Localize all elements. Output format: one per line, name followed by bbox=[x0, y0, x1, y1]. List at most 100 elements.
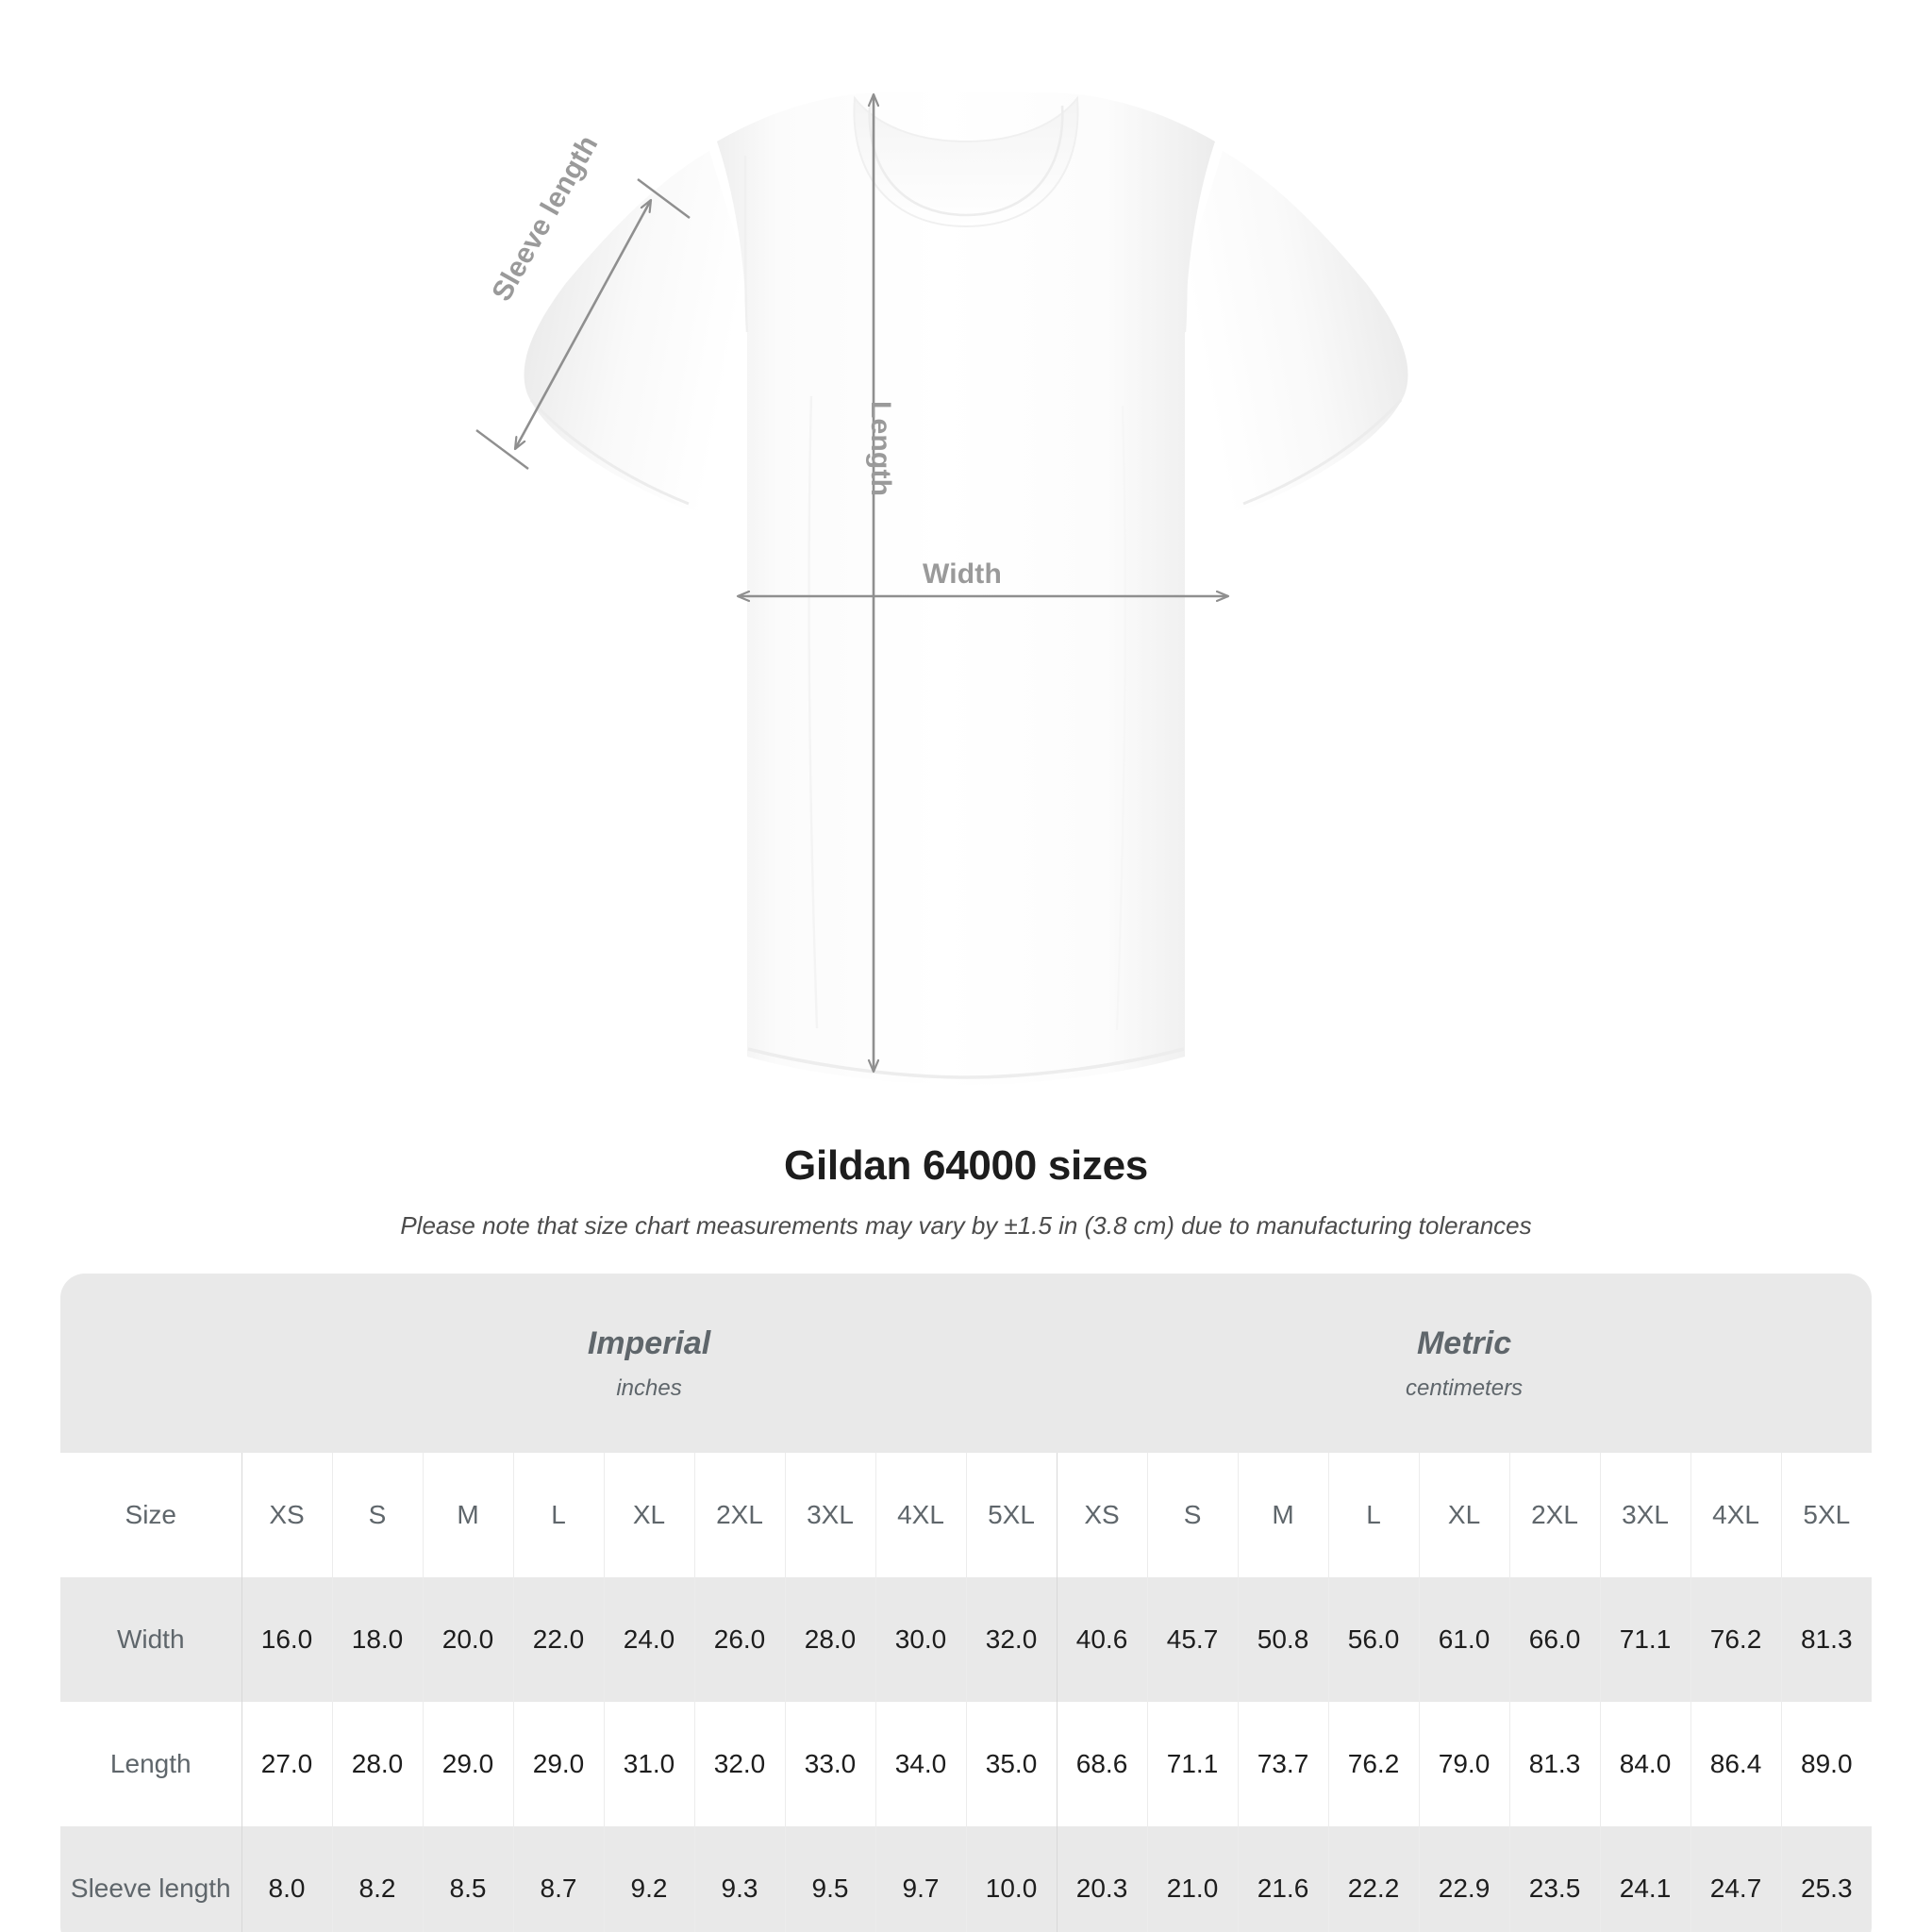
cell-sleeve-imperial-2xl: 9.3 bbox=[693, 1826, 785, 1932]
unit-sub-metric: centimeters bbox=[1406, 1374, 1524, 1401]
cell-length-metric-4xl: 86.4 bbox=[1690, 1702, 1782, 1826]
sleeve-tick-bottom bbox=[475, 429, 529, 470]
cell-width-imperial-2xl: 26.0 bbox=[693, 1577, 785, 1702]
right-sleeve bbox=[1182, 151, 1408, 512]
size-header-metric-xs: XS bbox=[1056, 1453, 1148, 1577]
cell-width-metric-m: 50.8 bbox=[1237, 1577, 1329, 1702]
cell-width-imperial-l: 22.0 bbox=[512, 1577, 604, 1702]
size-header-metric-m: M bbox=[1237, 1453, 1329, 1577]
cell-length-metric-2xl: 81.3 bbox=[1508, 1702, 1601, 1826]
size-header-metric-3xl: 3XL bbox=[1599, 1453, 1691, 1577]
cell-width-metric-xl: 61.0 bbox=[1418, 1577, 1510, 1702]
size-header-imperial-xl: XL bbox=[603, 1453, 694, 1577]
cell-sleeve-imperial-l: 8.7 bbox=[512, 1826, 604, 1932]
size-header-imperial-3xl: 3XL bbox=[784, 1453, 875, 1577]
size-table-container: Imperial inches Metric centimeters Size … bbox=[60, 1274, 1873, 1932]
fabric-fold-2 bbox=[1115, 405, 1126, 1031]
cell-width-metric-4xl: 76.2 bbox=[1690, 1577, 1782, 1702]
cell-sleeve-metric-l: 22.2 bbox=[1327, 1826, 1420, 1932]
cell-sleeve-imperial-xl: 9.2 bbox=[603, 1826, 694, 1932]
size-header-metric-xl: XL bbox=[1418, 1453, 1510, 1577]
tshirt-illustration: Sleeve length Length Width bbox=[475, 92, 1408, 1085]
cell-sleeve-metric-m: 21.6 bbox=[1237, 1826, 1329, 1932]
cell-sleeve-metric-s: 21.0 bbox=[1146, 1826, 1239, 1932]
size-header-metric-l: L bbox=[1327, 1453, 1420, 1577]
cell-width-metric-l: 56.0 bbox=[1327, 1577, 1420, 1702]
cell-length-imperial-xs: 27.0 bbox=[241, 1702, 332, 1826]
cell-sleeve-metric-3xl: 24.1 bbox=[1599, 1826, 1691, 1932]
size-header-imperial-4xl: 4XL bbox=[874, 1453, 966, 1577]
cell-sleeve-imperial-m: 8.5 bbox=[422, 1826, 513, 1932]
size-header-imperial-m: M bbox=[422, 1453, 513, 1577]
size-header-imperial-s: S bbox=[331, 1453, 423, 1577]
sleeve-tick-top bbox=[637, 178, 691, 219]
cell-width-imperial-xs: 16.0 bbox=[241, 1577, 332, 1702]
cell-length-metric-s: 71.1 bbox=[1146, 1702, 1239, 1826]
cell-sleeve-imperial-4xl: 9.7 bbox=[874, 1826, 966, 1932]
row-label-sleeve-length: Sleeve length bbox=[60, 1826, 242, 1932]
cell-width-imperial-5xl: 32.0 bbox=[965, 1577, 1058, 1702]
cell-width-metric-5xl: 81.3 bbox=[1780, 1577, 1873, 1702]
cell-length-imperial-xl: 31.0 bbox=[603, 1702, 694, 1826]
collar-ring bbox=[853, 95, 1079, 228]
cell-sleeve-metric-4xl: 24.7 bbox=[1690, 1826, 1782, 1932]
size-header-metric-5xl: 5XL bbox=[1780, 1453, 1873, 1577]
cell-sleeve-metric-xs: 20.3 bbox=[1056, 1826, 1148, 1932]
cell-sleeve-imperial-5xl: 10.0 bbox=[965, 1826, 1058, 1932]
tshirt-drawing bbox=[475, 92, 1408, 1085]
cell-length-imperial-2xl: 32.0 bbox=[693, 1702, 785, 1826]
table-row: Length 27.0 28.0 29.0 29.0 31.0 32.0 33.… bbox=[60, 1702, 1873, 1826]
fabric-fold-1 bbox=[808, 395, 819, 1029]
size-header-imperial-2xl: 2XL bbox=[693, 1453, 785, 1577]
right-sleeve-hem bbox=[1242, 398, 1403, 506]
measurement-annotations bbox=[475, 94, 1228, 1072]
title-block: Gildan 64000 sizes Please note that size… bbox=[0, 1142, 1932, 1241]
cell-sleeve-metric-xl: 22.9 bbox=[1418, 1826, 1510, 1932]
tolerance-note: Please note that size chart measurements… bbox=[400, 1211, 1532, 1241]
unit-band-spacer bbox=[60, 1274, 242, 1453]
cell-length-imperial-3xl: 33.0 bbox=[784, 1702, 875, 1826]
cell-length-metric-xl: 79.0 bbox=[1418, 1702, 1510, 1826]
cell-length-imperial-l: 29.0 bbox=[512, 1702, 604, 1826]
size-table: Imperial inches Metric centimeters Size … bbox=[60, 1274, 1873, 1932]
size-header-metric-4xl: 4XL bbox=[1690, 1453, 1782, 1577]
size-header-imperial-l: L bbox=[512, 1453, 604, 1577]
size-header-imperial-5xl: 5XL bbox=[965, 1453, 1058, 1577]
cell-length-metric-5xl: 89.0 bbox=[1780, 1702, 1873, 1826]
size-header-metric-2xl: 2XL bbox=[1508, 1453, 1601, 1577]
tshirt-body bbox=[717, 92, 1215, 1085]
unit-sub-imperial: inches bbox=[616, 1374, 682, 1401]
size-header-row: Size XS S M L XL 2XL 3XL 4XL 5XL XS S M … bbox=[60, 1453, 1873, 1577]
cell-width-imperial-s: 18.0 bbox=[331, 1577, 423, 1702]
table-row: Sleeve length 8.0 8.2 8.5 8.7 9.2 9.3 9.… bbox=[60, 1826, 1873, 1932]
cell-width-imperial-xl: 24.0 bbox=[603, 1577, 694, 1702]
unit-name-metric: Metric bbox=[1416, 1324, 1512, 1361]
cell-sleeve-imperial-xs: 8.0 bbox=[241, 1826, 332, 1932]
cell-length-metric-m: 73.7 bbox=[1237, 1702, 1329, 1826]
table-row: Width 16.0 18.0 20.0 22.0 24.0 26.0 28.0… bbox=[60, 1577, 1873, 1702]
unit-header-metric: Metric centimeters bbox=[1057, 1274, 1873, 1453]
length-annotation-label: Length bbox=[865, 401, 896, 497]
bottom-hem bbox=[747, 1047, 1185, 1079]
cell-sleeve-imperial-s: 8.2 bbox=[331, 1826, 423, 1932]
cell-length-imperial-s: 28.0 bbox=[331, 1702, 423, 1826]
left-shoulder-seam bbox=[743, 155, 749, 333]
tshirt-silhouette bbox=[524, 92, 1408, 1085]
cell-sleeve-metric-2xl: 23.5 bbox=[1508, 1826, 1601, 1932]
cell-width-metric-s: 45.7 bbox=[1146, 1577, 1239, 1702]
cell-width-metric-3xl: 71.1 bbox=[1599, 1577, 1691, 1702]
cell-width-metric-2xl: 66.0 bbox=[1508, 1577, 1601, 1702]
row-label-length: Length bbox=[60, 1702, 242, 1826]
cell-width-metric-xs: 40.6 bbox=[1056, 1577, 1148, 1702]
size-header-metric-s: S bbox=[1146, 1453, 1239, 1577]
cell-length-metric-3xl: 84.0 bbox=[1599, 1702, 1691, 1826]
cell-width-imperial-4xl: 30.0 bbox=[874, 1577, 966, 1702]
page-title: Gildan 64000 sizes bbox=[784, 1142, 1148, 1189]
unit-name-imperial: Imperial bbox=[587, 1324, 711, 1361]
size-header-imperial-xs: XS bbox=[241, 1453, 332, 1577]
size-column-header: Size bbox=[60, 1453, 242, 1577]
cell-length-imperial-5xl: 35.0 bbox=[965, 1702, 1058, 1826]
cell-width-imperial-m: 20.0 bbox=[422, 1577, 513, 1702]
cell-length-imperial-4xl: 34.0 bbox=[874, 1702, 966, 1826]
